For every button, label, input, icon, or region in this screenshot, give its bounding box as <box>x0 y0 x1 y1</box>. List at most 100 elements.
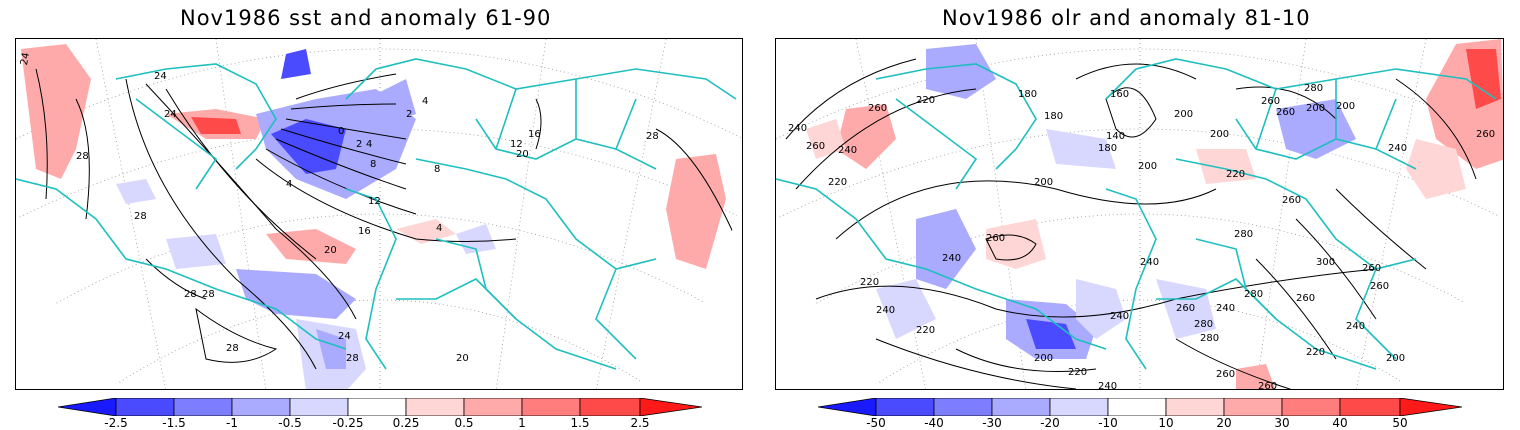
contour-label: 280 <box>1200 333 1219 344</box>
colorbar-tick-label: 20 <box>1216 416 1232 430</box>
colorbar-tick-label: -1 <box>226 416 238 430</box>
contour-label: 240 <box>788 123 807 134</box>
contour-label: 28 <box>226 343 239 354</box>
contour-label: 28 <box>646 131 659 142</box>
contour-label: 8 <box>370 159 376 170</box>
contour-label: 28 <box>184 289 197 300</box>
contour-label: 28 <box>76 151 89 162</box>
contour-label: 20 <box>456 353 469 364</box>
contour-label: 200 <box>1174 109 1193 120</box>
coastlines <box>16 58 737 370</box>
contour-label: 260 <box>806 141 825 152</box>
colorbar-tick-label: -30 <box>982 416 1002 430</box>
colorbar-tick-label: 1.5 <box>570 416 590 430</box>
contour-label: 280 <box>1244 289 1263 300</box>
left-panel-title: Nov1986 sst and anomaly 61-90 <box>180 6 552 30</box>
contour-label: 20 <box>324 245 337 256</box>
contour-label: 240 <box>838 145 857 156</box>
colorbar-tick-label: -20 <box>1040 416 1060 430</box>
contour-label: 16 <box>528 129 541 140</box>
colorbar-tick-label: 50 <box>1392 416 1408 430</box>
colorbar-tick-label: -10 <box>1098 416 1118 430</box>
contour-label: 200 <box>1210 129 1229 140</box>
sst-anomaly-shading <box>21 44 726 389</box>
contour-label: 4 <box>286 179 292 190</box>
contour-label: 240 <box>1216 303 1235 314</box>
contour-label: 240 <box>1388 143 1407 154</box>
sst-contour-labels: 24 28 0 4 2 4 2 4 8 8 12 16 20 16 12 4 2… <box>76 71 659 364</box>
graticule <box>776 39 1503 389</box>
colorbar-tick-label: -1.5 <box>162 416 186 430</box>
contour-label: 260 <box>1296 293 1315 304</box>
right-panel-title: Nov1986 olr and anomaly 81-10 <box>942 6 1311 30</box>
sst-contours <box>35 68 737 370</box>
contour-label: 2 <box>406 109 412 120</box>
sst-map-canvas: 24 24 28 0 4 2 4 2 4 8 8 12 16 20 16 12 … <box>16 39 742 389</box>
contour-label: 200 <box>1386 353 1405 364</box>
contour-label: 0 <box>338 126 344 137</box>
contour-label: 28 <box>202 289 215 300</box>
contour-label: 260 <box>1258 381 1277 390</box>
contour-label: 24 <box>164 109 177 120</box>
contour-label: 12 <box>368 196 381 207</box>
contour-label: 200 <box>1034 353 1053 364</box>
colorbar-tick-label: -2.5 <box>104 416 128 430</box>
contour-label: 240 <box>1110 311 1129 322</box>
olr-anomaly-map: 220 180 160 260 200 200 280 260 200 180 … <box>775 38 1504 390</box>
olr-contour-labels: 220 180 160 260 200 200 280 260 200 180 … <box>788 83 1495 390</box>
contour-label: 260 <box>1476 129 1495 140</box>
sst-anomaly-map: 24 24 28 0 4 2 4 2 4 8 8 12 16 20 16 12 … <box>15 38 743 390</box>
contour-label: 28 <box>346 353 359 364</box>
colorbar-tick-label: 30 <box>1274 416 1290 430</box>
contour-label: 220 <box>916 95 935 106</box>
contour-label: 4 <box>436 223 442 234</box>
contour-label: 2 <box>356 139 362 150</box>
contour-label: 180 <box>1018 89 1037 100</box>
contour-label: 160 <box>1110 89 1129 100</box>
contour-label: 280 <box>1234 229 1253 240</box>
contour-label: 24 <box>338 331 351 342</box>
contour-label: 260 <box>1276 107 1295 118</box>
colorbar-tick-label: 10 <box>1158 416 1174 430</box>
contour-label: 16 <box>358 226 371 237</box>
contour-label: 4 <box>422 96 428 107</box>
contour-label: 240 <box>1098 381 1117 390</box>
olr-anomaly-shading <box>806 39 1503 389</box>
contour-label: 260 <box>1362 263 1381 274</box>
contour-label: 280 <box>1194 319 1213 330</box>
contour-label: 260 <box>1370 281 1389 292</box>
contour-label: 220 <box>1306 347 1325 358</box>
contour-label: 260 <box>1282 195 1301 206</box>
contour-label: 240 <box>1346 321 1365 332</box>
contour-label: 260 <box>1216 369 1235 380</box>
contour-label: 260 <box>1261 96 1280 107</box>
colorbar-tick-label: 40 <box>1332 416 1348 430</box>
svg-text:24: 24 <box>19 52 32 66</box>
graticule <box>16 39 742 389</box>
colorbar-tick-label: -50 <box>866 416 886 430</box>
sst-colorbar <box>58 398 702 416</box>
contour-label: 240 <box>1140 257 1159 268</box>
contour-label: 300 <box>1316 257 1335 268</box>
contour-label: 200 <box>1138 161 1157 172</box>
contour-label: 220 <box>828 177 847 188</box>
contour-label: 240 <box>942 253 961 264</box>
contour-label: 4 <box>366 139 372 150</box>
contour-label: 200 <box>1336 101 1355 112</box>
contour-label: 28 <box>134 211 147 222</box>
contour-label: 200 <box>1306 103 1325 114</box>
contour-label: 140 <box>1106 131 1125 142</box>
colorbar-tick-label: -0.5 <box>278 416 302 430</box>
coastlines <box>776 58 1497 370</box>
contour-label: 180 <box>1098 143 1117 154</box>
olr-map-canvas: 220 180 160 260 200 200 280 260 200 180 … <box>776 39 1503 390</box>
contour-label: 260 <box>868 103 887 114</box>
colorbar-tick-label: -0.25 <box>332 416 364 430</box>
contour-label: 220 <box>860 277 879 288</box>
colorbar-tick-label: 0.5 <box>454 416 474 430</box>
colorbar-tick-label: 1 <box>518 416 526 430</box>
contour-label: 220 <box>916 325 935 336</box>
colorbar-tick-label: 0.25 <box>392 416 420 430</box>
contour-label: 220 <box>1226 169 1245 180</box>
contour-label: 220 <box>1068 367 1087 378</box>
